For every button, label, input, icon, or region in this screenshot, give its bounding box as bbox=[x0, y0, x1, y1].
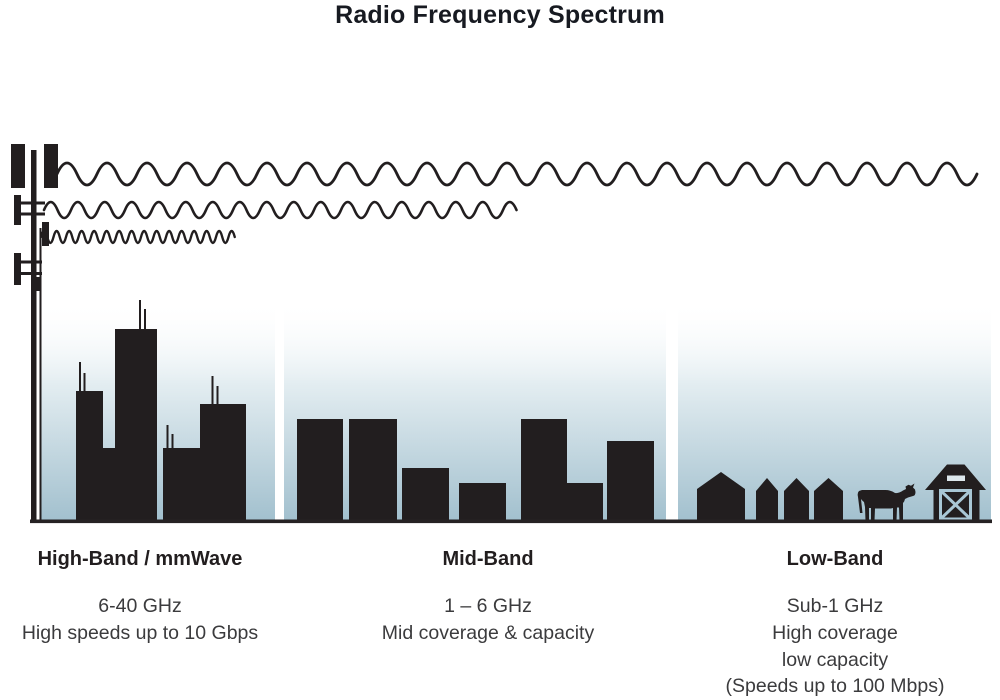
house-icon bbox=[756, 478, 778, 521]
detail-line: High coverage bbox=[772, 621, 898, 644]
mid-building bbox=[521, 419, 567, 521]
cell-tower-crossbar bbox=[17, 260, 42, 264]
section-detail-mid-band: 1 – 6 GHz Mid coverage & capacity bbox=[323, 593, 653, 647]
barn-loft-window bbox=[947, 475, 965, 481]
diagram-title: Radio Frequency Spectrum bbox=[335, 1, 665, 29]
skyscraper bbox=[103, 448, 115, 521]
section-heading-high-band: High-Band / mmWave bbox=[37, 548, 243, 570]
cell-tower-part bbox=[39, 228, 42, 521]
cell-tower-crossbar bbox=[17, 272, 42, 275]
detail-line: High speeds up to 10 Gbps bbox=[21, 621, 259, 644]
skyscraper bbox=[200, 404, 246, 521]
cell-tower-crossbar bbox=[17, 212, 45, 216]
section-label-mid-band: Mid-Band 1 – 6 GHz Mid coverage & capaci… bbox=[323, 547, 653, 647]
skyscraper bbox=[76, 391, 103, 521]
cell-tower-part bbox=[14, 253, 21, 285]
skyscraper bbox=[163, 448, 200, 521]
ground-line bbox=[30, 519, 992, 524]
cow-icon bbox=[857, 483, 916, 521]
section-detail-low-band: Sub-1 GHz High coverage low capacity (Sp… bbox=[670, 593, 1000, 700]
mid-building bbox=[349, 419, 397, 521]
cell-tower-part bbox=[11, 144, 25, 188]
barn-door-brace bbox=[939, 489, 972, 521]
detail-line: low capacity bbox=[781, 648, 889, 671]
detail-line: Sub-1 GHz bbox=[786, 595, 884, 617]
section-heading-low-band: Low-Band bbox=[786, 548, 884, 570]
barn-door bbox=[939, 489, 972, 521]
mid-band-wave bbox=[42, 200, 518, 220]
house-icon bbox=[697, 472, 745, 521]
cell-tower-crossbar bbox=[17, 201, 45, 205]
detail-line: (Speeds up to 100 Mbps) bbox=[725, 675, 945, 698]
cell-tower-part bbox=[44, 144, 58, 188]
mid-building bbox=[402, 468, 449, 521]
detail-line: 1 – 6 GHz bbox=[444, 595, 532, 617]
section-label-high-band: High-Band / mmWave 6-40 GHz High speeds … bbox=[0, 547, 305, 647]
detail-line: 6-40 GHz bbox=[98, 595, 182, 617]
mid-building bbox=[297, 419, 343, 521]
cell-tower-part bbox=[34, 277, 40, 291]
skyscraper bbox=[115, 329, 157, 521]
mid-building bbox=[459, 483, 506, 521]
mmwave-wave bbox=[39, 229, 236, 245]
house-icon bbox=[814, 478, 843, 521]
mid-building bbox=[607, 441, 654, 521]
cell-tower-part bbox=[31, 150, 37, 521]
section-heading-mid-band: Mid-Band bbox=[442, 548, 534, 570]
section-detail-high-band: 6-40 GHz High speeds up to 10 Gbps bbox=[0, 593, 305, 647]
house-icon bbox=[784, 478, 809, 521]
low-band-wave bbox=[55, 161, 979, 187]
cell-tower-part bbox=[14, 195, 21, 225]
detail-line: Mid coverage & capacity bbox=[381, 621, 595, 644]
section-label-low-band: Low-Band Sub-1 GHz High coverage low cap… bbox=[670, 547, 1000, 700]
mid-building bbox=[567, 483, 603, 521]
